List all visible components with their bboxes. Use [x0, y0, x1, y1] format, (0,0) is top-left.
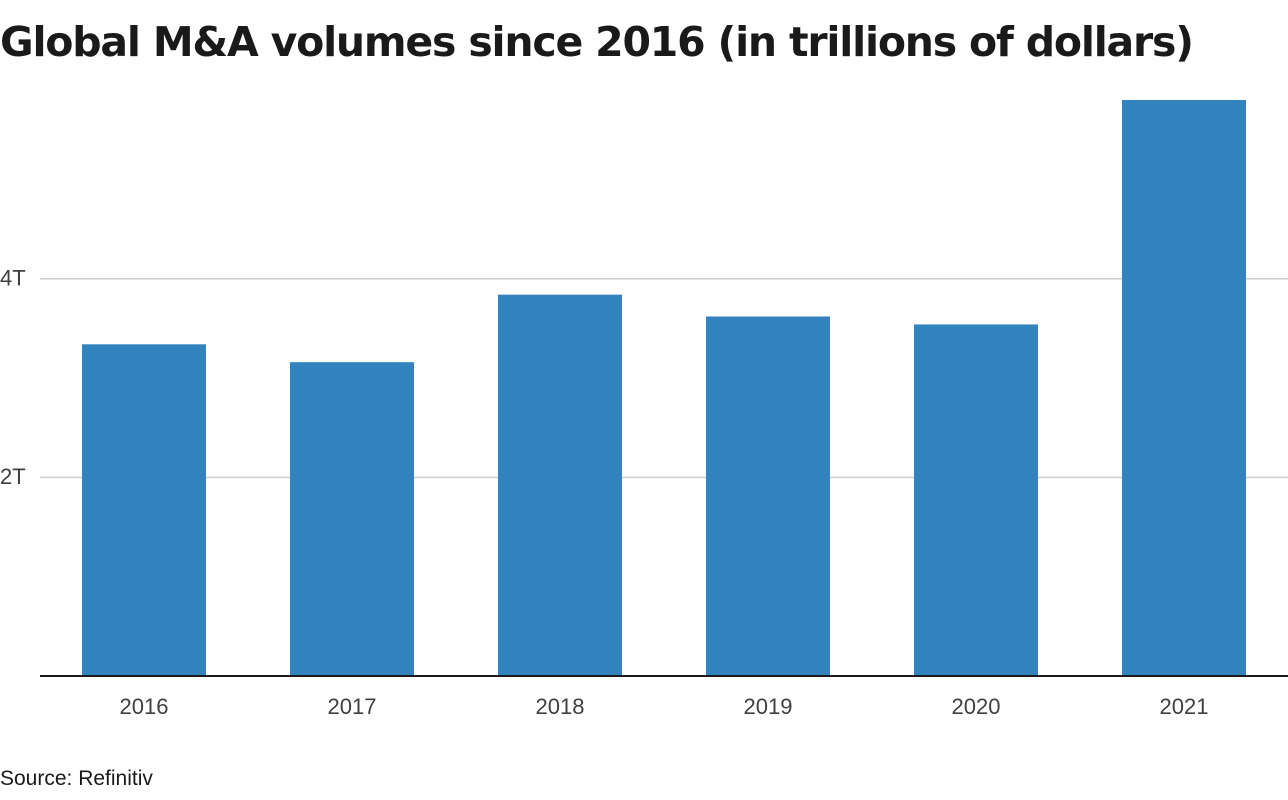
- x-tick-label: 2016: [120, 694, 169, 719]
- gridlines: [40, 278, 1288, 479]
- bar-2020: [914, 324, 1038, 676]
- bar-chart: 2T 4T 2016 2017 2018 2019 2020 2021: [0, 100, 1288, 719]
- x-tick-label: 2018: [536, 694, 585, 719]
- bar-2018: [498, 294, 622, 676]
- bar-2017: [290, 362, 414, 676]
- x-axis-tick-labels: 2016 2017 2018 2019 2020 2021: [120, 694, 1209, 719]
- bar-2019: [706, 316, 830, 676]
- x-tick-label: 2017: [328, 694, 377, 719]
- bar-2016: [82, 344, 206, 676]
- x-tick-label: 2020: [952, 694, 1001, 719]
- bars: [82, 100, 1246, 676]
- source-note: Source: Refinitiv: [0, 767, 153, 790]
- bar-2021: [1122, 100, 1246, 676]
- x-tick-label: 2021: [1160, 694, 1209, 719]
- x-tick-label: 2019: [744, 694, 793, 719]
- y-axis-tick-labels: 2T 4T: [0, 266, 26, 490]
- chart-title: Global M&A volumes since 2016 (in trilli…: [0, 18, 1194, 66]
- y-tick-label: 2T: [0, 464, 26, 489]
- y-tick-label: 4T: [0, 266, 26, 291]
